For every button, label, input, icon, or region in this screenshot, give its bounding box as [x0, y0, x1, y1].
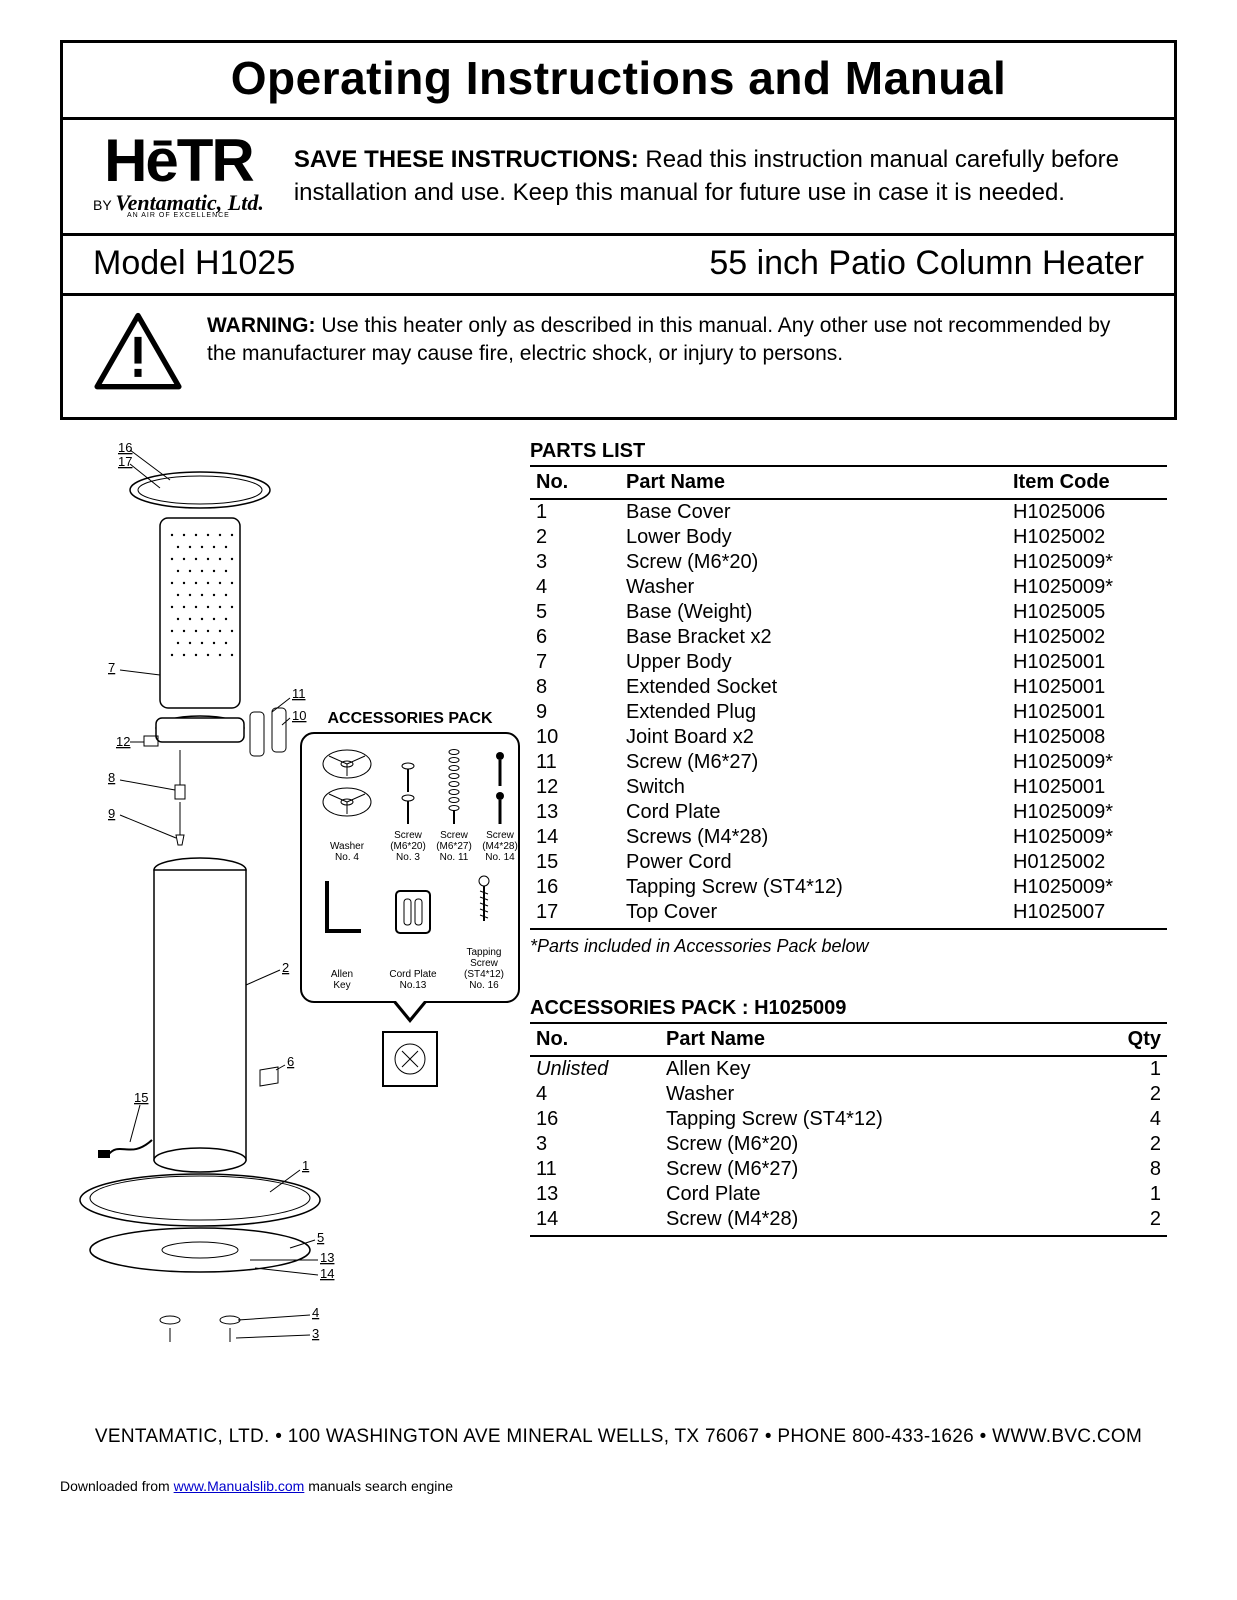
cord-plate-icon [388, 883, 438, 943]
parts-table: No. Part Name Item Code 1Base CoverH1025… [530, 465, 1167, 930]
col-code: Item Code [1007, 466, 1167, 499]
footer-address: VENTAMATIC, LTD. • 100 WASHINGTON AVE MI… [60, 1426, 1177, 1448]
table-row: 10Joint Board x2H1025008 [530, 725, 1167, 750]
acc-label: Screw (M6*20) No. 3 [390, 830, 426, 863]
table-row: 15Power CordH0125002 [530, 850, 1167, 875]
table-row: 17Top CoverH1025007 [530, 900, 1167, 929]
save-instructions: SAVE THESE INSTRUCTIONS: Read this instr… [294, 144, 1144, 209]
col-name: Part Name [660, 1023, 1097, 1056]
model-number: Model H1025 [93, 244, 295, 283]
table-row: 4WasherH1025009* [530, 575, 1167, 600]
model-row: Model H1025 55 inch Patio Column Heater [63, 236, 1174, 296]
svg-text:15: 15 [134, 1090, 148, 1105]
tapping-screw-icon [469, 873, 499, 943]
svg-text:4: 4 [312, 1305, 319, 1320]
table-row: 11Screw (M6*27)8 [530, 1157, 1167, 1182]
brand-logo: HēTR BY Ventamatic, Ltd. AN AIR OF EXCEL… [93, 134, 264, 219]
accessories-heading: ACCESSORIES PACK : H1025009 [530, 997, 1167, 1020]
table-row: 9Extended PlugH1025001 [530, 700, 1167, 725]
svg-text:6: 6 [287, 1054, 294, 1069]
accessories-pack-frame: Washer No. 4 Screw (M6*20) No. 3 Screw (… [300, 732, 520, 1003]
table-row: 5Base (Weight)H1025005 [530, 600, 1167, 625]
logo-row: HēTR BY Ventamatic, Ltd. AN AIR OF EXCEL… [63, 120, 1174, 236]
svg-text:16: 16 [118, 440, 132, 455]
table-row: 3Screw (M6*20)H1025009* [530, 550, 1167, 575]
svg-text:17: 17 [118, 454, 132, 469]
acc-label: Cord Plate No.13 [389, 969, 436, 991]
table-row: 14Screw (M4*28)2 [530, 1207, 1167, 1236]
table-row: 7Upper BodyH1025001 [530, 650, 1167, 675]
warning-row: WARNING: Use this heater only as describ… [63, 296, 1174, 417]
svg-text:2: 2 [282, 960, 289, 975]
table-row: 16Tapping Screw (ST4*12)H1025009* [530, 875, 1167, 900]
screw-m428-icon [485, 746, 515, 826]
table-row: 11Screw (M6*27)H1025009* [530, 750, 1167, 775]
allen-key-icon [317, 873, 367, 943]
screw-m627-icon [439, 746, 469, 826]
table-row: 1Base CoverH1025006 [530, 499, 1167, 525]
table-row: 14Screws (M4*28)H1025009* [530, 825, 1167, 850]
table-row: 2Lower BodyH1025002 [530, 525, 1167, 550]
table-row: UnlistedAllen Key1 [530, 1056, 1167, 1082]
table-row: 12SwitchH1025001 [530, 775, 1167, 800]
accessories-table: No. Part Name Qty UnlistedAllen Key14Was… [530, 1022, 1167, 1237]
svg-text:11: 11 [292, 686, 306, 701]
table-row: 4Washer2 [530, 1082, 1167, 1107]
col-qty: Qty [1097, 1023, 1167, 1056]
tables-column: PARTS LIST No. Part Name Item Code 1Base… [530, 440, 1177, 1400]
col-no: No. [530, 1023, 660, 1056]
warning-text: WARNING: Use this heater only as describ… [207, 312, 1144, 369]
acc-label: Tapping Screw (ST4*12) No. 16 [464, 947, 504, 991]
content-area: 16 17 7 [60, 440, 1177, 1400]
download-note: Downloaded from www.Manualslib.com manua… [60, 1478, 1177, 1494]
callout-pointer [392, 1001, 428, 1023]
parts-list-heading: PARTS LIST [530, 440, 1167, 463]
acc-label: Allen Key [331, 969, 353, 991]
washer-icon [317, 746, 377, 826]
svg-text:14: 14 [320, 1266, 334, 1281]
svg-text:1: 1 [302, 1158, 309, 1173]
svg-text:9: 9 [108, 806, 115, 821]
logo-wordmark: HēTR [93, 134, 264, 188]
acc-label: Washer No. 4 [330, 841, 364, 863]
qc-stamp [382, 1031, 438, 1087]
svg-text:12: 12 [116, 734, 130, 749]
table-row: 3Screw (M6*20)2 [530, 1132, 1167, 1157]
page-border: Operating Instructions and Manual HēTR B… [60, 40, 1177, 420]
title-row: Operating Instructions and Manual [63, 43, 1174, 120]
table-row: 13Cord PlateH1025009* [530, 800, 1167, 825]
svg-text:7: 7 [108, 660, 115, 675]
svg-text:8: 8 [108, 770, 115, 785]
product-name: 55 inch Patio Column Heater [709, 244, 1144, 283]
exploded-diagram: 16 17 7 [60, 440, 520, 1400]
svg-text:13: 13 [320, 1250, 334, 1265]
accessories-pack-title: ACCESSORIES PACK [300, 710, 520, 728]
page-title: Operating Instructions and Manual [83, 51, 1154, 105]
manualslib-link[interactable]: www.Manualslib.com [174, 1478, 305, 1494]
table-row: 16Tapping Screw (ST4*12)4 [530, 1107, 1167, 1132]
table-row: 8Extended SocketH1025001 [530, 675, 1167, 700]
acc-label: Screw (M6*27) No. 11 [436, 830, 472, 863]
parts-note: *Parts included in Accessories Pack belo… [530, 936, 1167, 957]
svg-text:5: 5 [317, 1230, 324, 1245]
table-row: 6Base Bracket x2H1025002 [530, 625, 1167, 650]
acc-label: Screw (M4*28) No. 14 [482, 830, 518, 863]
warning-icon [93, 312, 183, 397]
svg-text:3: 3 [312, 1326, 319, 1341]
col-name: Part Name [620, 466, 1007, 499]
screw-m620-icon [393, 746, 423, 826]
table-row: 13Cord Plate1 [530, 1182, 1167, 1207]
col-no: No. [530, 466, 620, 499]
accessories-pack-inset: ACCESSORIES PACK [300, 710, 520, 1087]
